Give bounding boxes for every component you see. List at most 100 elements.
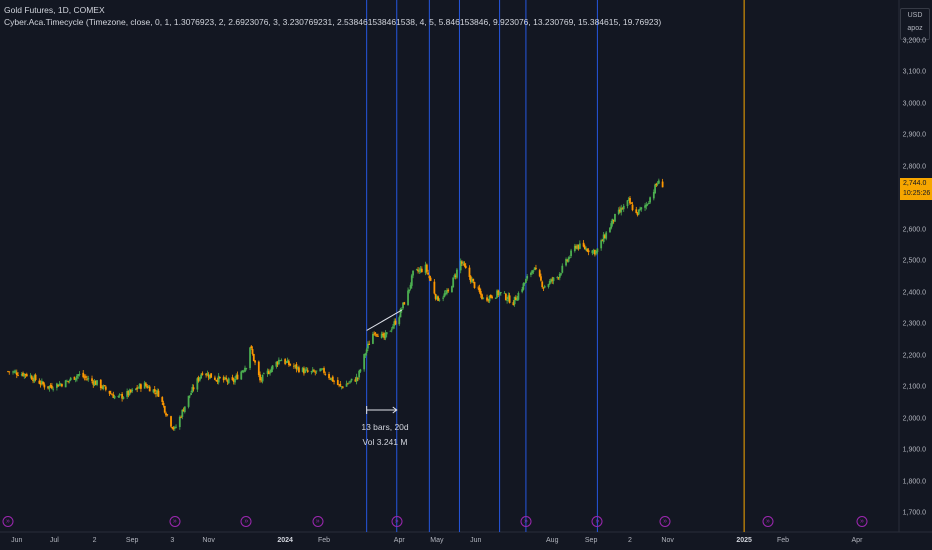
candle-body	[454, 275, 457, 277]
candle-body	[101, 387, 103, 389]
candle-body	[561, 265, 564, 273]
candle-body	[206, 373, 209, 376]
candle-body	[611, 218, 614, 225]
candle-body	[187, 395, 190, 407]
candle-body	[517, 292, 520, 300]
candle-body	[280, 360, 283, 362]
candle-body	[259, 374, 261, 381]
candle-body	[654, 184, 656, 194]
candle-body	[350, 378, 353, 381]
candle-body	[372, 333, 374, 344]
candle-body	[162, 402, 165, 406]
candle-body	[108, 390, 111, 394]
candle-body	[512, 302, 515, 306]
candle-body	[119, 394, 122, 396]
candle-body	[622, 205, 625, 210]
candle-body	[262, 373, 265, 375]
candle-body	[601, 240, 604, 242]
cycle-arrow-icon[interactable]: »	[169, 516, 181, 527]
candle-body	[140, 384, 142, 389]
candle-body	[568, 257, 571, 258]
candle-body	[284, 359, 287, 364]
cycle-arrow-icon[interactable]: »	[520, 516, 532, 527]
candle-body	[437, 296, 440, 301]
candle-body	[270, 368, 273, 373]
candle-body	[348, 382, 350, 384]
candle-body	[39, 383, 42, 385]
candle-body	[42, 382, 45, 385]
candle-body	[363, 354, 366, 370]
candle-body	[403, 302, 406, 305]
candle-body	[200, 374, 203, 379]
price-tick-label: 2,900.0	[902, 131, 926, 139]
candle-body	[20, 374, 23, 376]
candle-body	[540, 276, 542, 281]
candle-body	[382, 334, 384, 335]
candle-body	[635, 209, 638, 213]
candle-body	[585, 248, 588, 251]
cycle-arrow-icon[interactable]: »	[762, 516, 774, 527]
candle-body	[57, 384, 60, 387]
cycle-arrow-icon[interactable]: »	[2, 516, 14, 527]
candle-body	[481, 294, 483, 300]
candle-body	[435, 295, 438, 300]
candle-body	[86, 378, 88, 380]
candle-body	[377, 335, 379, 337]
candle-body	[570, 250, 572, 257]
cycle-arrow-icon[interactable]: »	[391, 516, 403, 527]
candle-body	[398, 317, 401, 325]
candle-body	[626, 200, 629, 207]
candle-body	[393, 321, 396, 326]
candle-body	[275, 361, 278, 367]
candle-body	[451, 286, 453, 293]
candle-body	[657, 180, 660, 184]
candle-body	[43, 384, 46, 388]
candle-body	[227, 378, 230, 384]
cycle-arrow-icon[interactable]: »	[240, 516, 252, 527]
candle-body	[294, 365, 297, 367]
candle-body	[556, 277, 559, 278]
time-tick-label: Jun	[470, 537, 482, 544]
currency-box[interactable]: USD apoz	[900, 8, 930, 40]
candle-body	[419, 268, 422, 271]
cycle-arrow-icon[interactable]: »	[856, 516, 868, 527]
candle-body	[473, 281, 476, 288]
candle-body	[266, 370, 269, 374]
candle-body	[542, 287, 545, 289]
candle-body	[251, 349, 254, 354]
candle-body	[269, 372, 271, 374]
candle-body	[111, 394, 113, 396]
candle-body	[531, 270, 534, 274]
price-tick-label: 2,200.0	[902, 352, 926, 360]
candle-body	[59, 383, 62, 385]
candle-body	[17, 375, 19, 376]
candle-body	[112, 394, 115, 398]
candle-body	[621, 208, 624, 210]
candle-body	[595, 251, 598, 254]
candle-body	[513, 296, 516, 305]
candle-body	[631, 204, 634, 211]
candle-body	[33, 375, 36, 382]
candle-body	[219, 377, 221, 378]
candle-body	[550, 279, 552, 282]
candle-body	[306, 370, 309, 372]
measure-bars-label: 13 bars, 20d	[361, 422, 409, 432]
candle-body	[145, 383, 147, 386]
candle-body	[649, 197, 651, 203]
cycle-arrow-icon[interactable]: »	[591, 516, 603, 527]
time-tick-label: Jun	[11, 537, 23, 544]
candle-body	[197, 377, 200, 381]
cycle-arrow-icon[interactable]: »	[659, 516, 671, 527]
candle-body	[639, 208, 641, 210]
candle-body	[356, 377, 359, 379]
candle-body	[507, 295, 510, 300]
candle-body	[84, 376, 87, 378]
candle-body	[402, 302, 404, 309]
candle-body	[612, 219, 615, 222]
candle-body	[34, 374, 37, 381]
candle-body	[427, 272, 430, 275]
candle-body	[143, 382, 146, 389]
price-tick-label: 2,800.0	[902, 163, 926, 171]
cycle-arrow-icon[interactable]: »	[312, 516, 324, 527]
